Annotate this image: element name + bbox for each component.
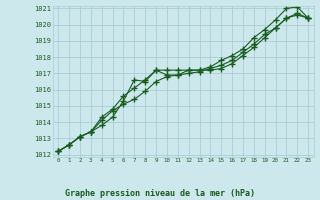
Text: Graphe pression niveau de la mer (hPa): Graphe pression niveau de la mer (hPa) (65, 189, 255, 198)
